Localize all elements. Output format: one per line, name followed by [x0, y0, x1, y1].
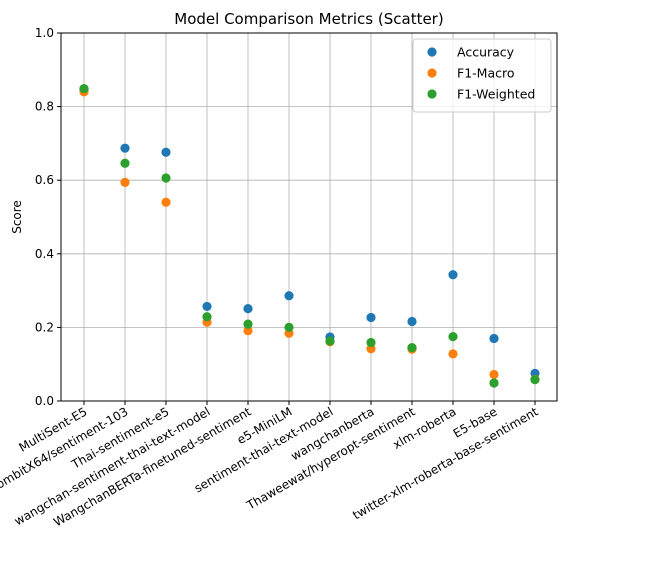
point-f1-macro — [161, 197, 171, 207]
point-accuracy — [448, 270, 458, 280]
legend-label: F1-Weighted — [457, 87, 535, 102]
point-f1-weighted — [79, 83, 89, 94]
point-f1-weighted — [407, 343, 417, 353]
y-tick-label: 0.0 — [35, 394, 54, 408]
point-f1-macro — [448, 349, 458, 359]
point-f1-weighted — [489, 378, 499, 388]
point-f1-weighted — [530, 375, 540, 385]
point-f1-weighted — [366, 337, 376, 348]
point-f1-macro — [489, 369, 499, 380]
point-accuracy — [243, 304, 253, 314]
y-tick-label: 0.4 — [35, 247, 54, 261]
y-axis-label: Score — [10, 200, 24, 234]
point-accuracy — [366, 312, 376, 323]
legend-marker — [427, 68, 437, 78]
y-tick-label: 0.6 — [35, 173, 54, 187]
chart-title: Model Comparison Metrics (Scatter) — [174, 10, 443, 28]
legend-label: Accuracy — [457, 45, 515, 60]
point-f1-weighted — [161, 173, 171, 183]
point-f1-weighted — [325, 336, 335, 346]
point-f1-weighted — [448, 332, 458, 342]
point-accuracy — [489, 333, 499, 344]
point-accuracy — [120, 143, 130, 153]
point-f1-weighted — [120, 158, 130, 168]
point-accuracy — [407, 316, 417, 327]
point-accuracy — [202, 301, 212, 312]
point-f1-macro — [120, 177, 130, 188]
point-f1-weighted — [284, 322, 294, 332]
data-points — [79, 83, 540, 388]
legend-label: F1-Macro — [457, 66, 514, 81]
y-axis: 0.0 0.2 0.4 0.6 0.8 1.0 — [35, 26, 61, 408]
legend-box — [412, 38, 552, 113]
y-tick-label: 0.2 — [35, 320, 54, 334]
x-axis: MultiSent-E5ZombitX64/sentiment-103Thai-… — [0, 401, 541, 529]
legend-marker — [427, 89, 437, 99]
y-tick-label: 1.0 — [35, 26, 54, 40]
point-f1-weighted — [202, 312, 212, 322]
point-accuracy — [284, 291, 294, 301]
point-f1-macro — [243, 326, 253, 336]
legend-marker — [427, 47, 437, 57]
y-tick-label: 0.8 — [35, 100, 54, 114]
point-accuracy — [161, 147, 171, 157]
point-f1-weighted — [243, 319, 253, 329]
plot-frame — [60, 32, 558, 402]
legend: Accuracy F1-Macro F1-Weighted — [412, 38, 552, 113]
